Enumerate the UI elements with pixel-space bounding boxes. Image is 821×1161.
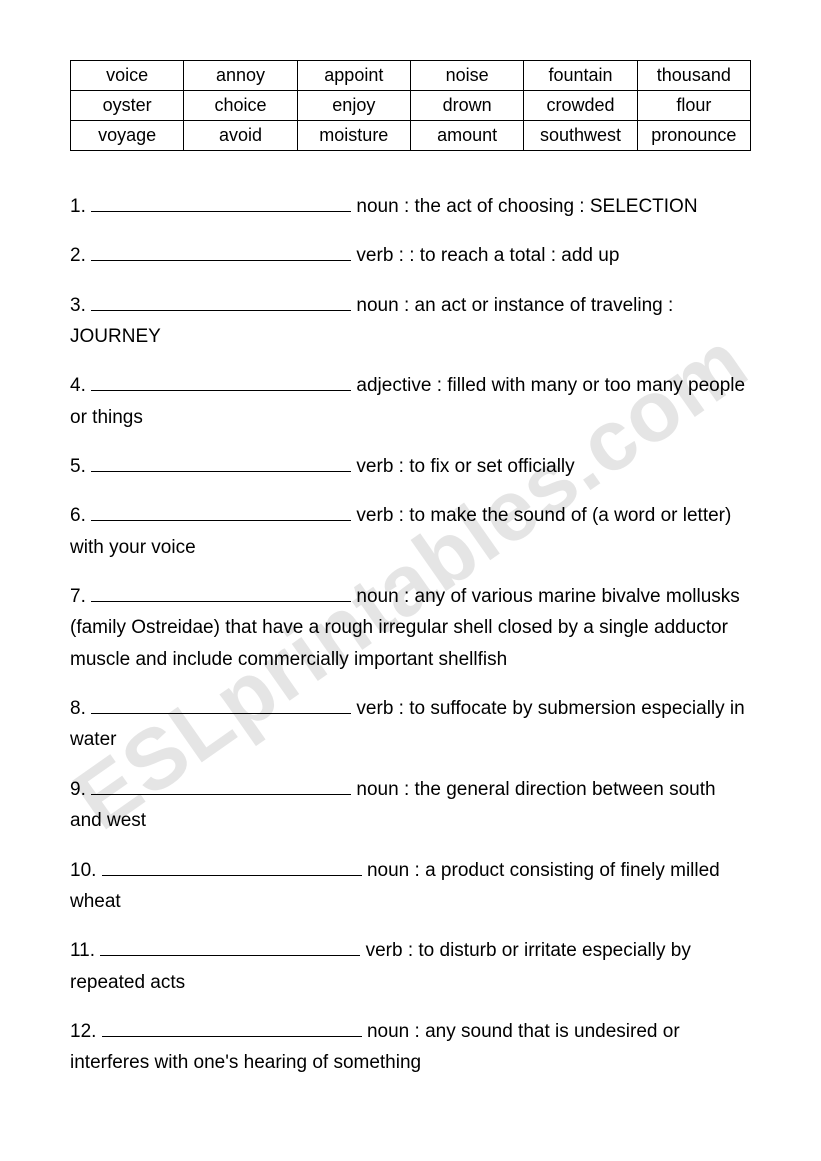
question-definition: verb : : to reach a total : add up (356, 245, 619, 266)
question-number: 4. (70, 375, 86, 396)
word-cell: avoid (184, 121, 297, 151)
question-definition: adjective : filled with many or too many… (70, 375, 745, 427)
question-number: 11. (70, 940, 95, 961)
question-item: 1. noun : the act of choosing : SELECTIO… (70, 191, 751, 222)
question-number: 10. (70, 860, 96, 881)
word-cell: southwest (524, 121, 637, 151)
answer-blank[interactable] (91, 713, 351, 714)
word-cell: noise (410, 61, 523, 91)
word-cell: annoy (184, 61, 297, 91)
question-item: 8. verb : to suffocate by submersion esp… (70, 693, 751, 756)
question-definition: noun : any sound that is undesired or in… (70, 1021, 680, 1073)
question-definition: noun : the act of choosing : SELECTION (356, 196, 697, 217)
question-item: 12. noun : any sound that is undesired o… (70, 1016, 751, 1079)
answer-blank[interactable] (91, 794, 351, 795)
question-definition: verb : to make the sound of (a word or l… (70, 505, 731, 557)
question-number: 1. (70, 196, 86, 217)
table-row: voyage avoid moisture amount southwest p… (71, 121, 751, 151)
question-item: 9. noun : the general direction between … (70, 774, 751, 837)
word-cell: flour (637, 91, 750, 121)
question-item: 3. noun : an act or instance of travelin… (70, 290, 751, 353)
question-item: 4. adjective : filled with many or too m… (70, 370, 751, 433)
answer-blank[interactable] (91, 601, 351, 602)
question-definition: noun : the general direction between sou… (70, 779, 716, 831)
answer-blank[interactable] (102, 1036, 362, 1037)
question-definition: verb : to suffocate by submersion especi… (70, 698, 745, 750)
answer-blank[interactable] (102, 875, 362, 876)
question-number: 5. (70, 456, 86, 477)
question-item: 2. verb : : to reach a total : add up (70, 240, 751, 271)
answer-blank[interactable] (91, 471, 351, 472)
question-item: 7. noun : any of various marine bivalve … (70, 581, 751, 675)
word-cell: voice (71, 61, 184, 91)
word-cell: appoint (297, 61, 410, 91)
question-item: 10. noun : a product consisting of finel… (70, 855, 751, 918)
word-cell: choice (184, 91, 297, 121)
answer-blank[interactable] (91, 390, 351, 391)
word-cell: enjoy (297, 91, 410, 121)
answer-blank[interactable] (91, 520, 351, 521)
answer-blank[interactable] (91, 211, 351, 212)
word-cell: crowded (524, 91, 637, 121)
word-cell: drown (410, 91, 523, 121)
question-number: 12. (70, 1021, 96, 1042)
question-definition: verb : to disturb or irritate especially… (70, 940, 691, 992)
word-cell: thousand (637, 61, 750, 91)
table-row: oyster choice enjoy drown crowded flour (71, 91, 751, 121)
question-number: 2. (70, 245, 86, 266)
answer-blank[interactable] (91, 310, 351, 311)
answer-blank[interactable] (100, 955, 360, 956)
question-item: 5. verb : to fix or set officially (70, 451, 751, 482)
question-definition: noun : an act or instance of traveling :… (70, 295, 673, 347)
question-number: 8. (70, 698, 86, 719)
word-cell: pronounce (637, 121, 750, 151)
questions-list: 1. noun : the act of choosing : SELECTIO… (70, 191, 751, 1079)
word-cell: oyster (71, 91, 184, 121)
question-definition: noun : any of various marine bivalve mol… (70, 586, 740, 670)
answer-blank[interactable] (91, 260, 351, 261)
question-definition: verb : to fix or set officially (356, 456, 574, 477)
word-cell: fountain (524, 61, 637, 91)
word-cell: amount (410, 121, 523, 151)
question-item: 6. verb : to make the sound of (a word o… (70, 500, 751, 563)
question-number: 3. (70, 295, 86, 316)
word-cell: moisture (297, 121, 410, 151)
question-definition: noun : a product consisting of finely mi… (70, 860, 720, 912)
word-cell: voyage (71, 121, 184, 151)
question-item: 11. verb : to disturb or irritate especi… (70, 935, 751, 998)
question-number: 6. (70, 505, 86, 526)
word-bank-table: voice annoy appoint noise fountain thous… (70, 60, 751, 151)
question-number: 7. (70, 586, 86, 607)
question-number: 9. (70, 779, 86, 800)
table-row: voice annoy appoint noise fountain thous… (71, 61, 751, 91)
